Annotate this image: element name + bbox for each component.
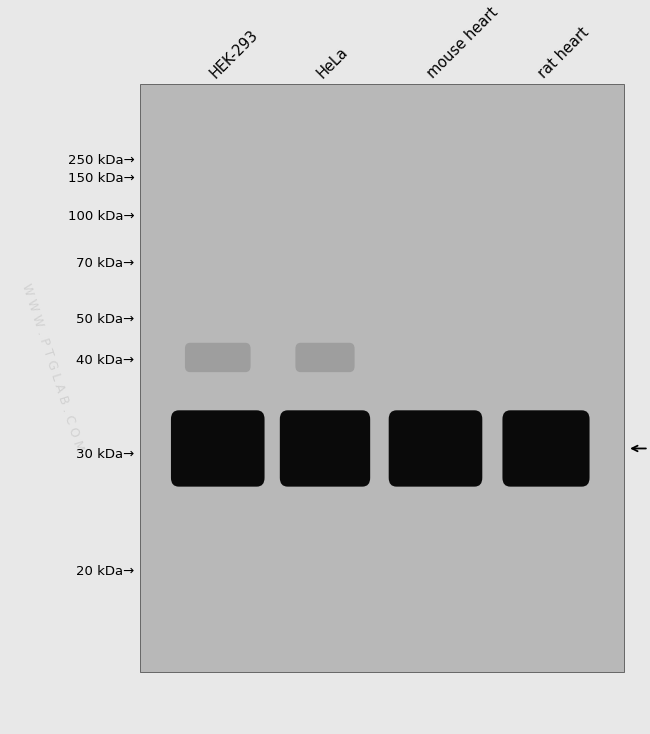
- Text: 100 kDa→: 100 kDa→: [68, 210, 135, 223]
- Text: 250 kDa→: 250 kDa→: [68, 154, 135, 167]
- FancyBboxPatch shape: [171, 410, 265, 487]
- Text: 20 kDa→: 20 kDa→: [76, 565, 135, 578]
- FancyBboxPatch shape: [502, 410, 590, 487]
- FancyBboxPatch shape: [185, 343, 251, 372]
- Text: HeLa: HeLa: [315, 44, 351, 81]
- Text: mouse heart: mouse heart: [425, 4, 501, 81]
- FancyBboxPatch shape: [140, 84, 624, 672]
- Text: 70 kDa→: 70 kDa→: [76, 257, 135, 270]
- Text: W W W . P T G L A B . C O M: W W W . P T G L A B . C O M: [19, 281, 85, 453]
- Text: rat heart: rat heart: [536, 24, 592, 81]
- FancyBboxPatch shape: [280, 410, 370, 487]
- Text: 40 kDa→: 40 kDa→: [77, 354, 135, 367]
- Text: 50 kDa→: 50 kDa→: [76, 313, 135, 326]
- FancyBboxPatch shape: [295, 343, 355, 372]
- Text: HEK-293: HEK-293: [207, 27, 261, 81]
- Text: 30 kDa→: 30 kDa→: [76, 448, 135, 461]
- FancyBboxPatch shape: [389, 410, 482, 487]
- Text: 150 kDa→: 150 kDa→: [68, 172, 135, 185]
